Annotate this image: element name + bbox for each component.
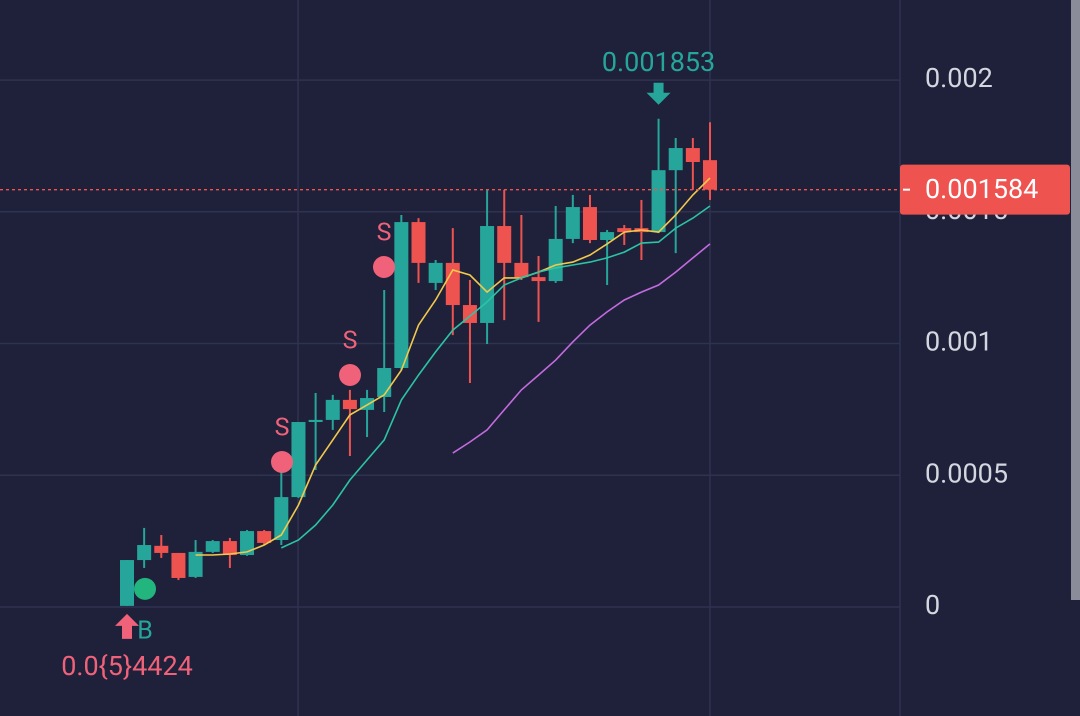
candle-body bbox=[342, 399, 357, 410]
candle-body bbox=[480, 226, 495, 323]
candle-body bbox=[171, 552, 186, 578]
candle-body bbox=[617, 228, 632, 233]
y-tick-label: 0.0005 bbox=[925, 457, 1008, 489]
y-tick-label: 0 bbox=[925, 589, 940, 621]
candle-body bbox=[497, 226, 512, 263]
candle-body bbox=[188, 551, 203, 577]
sell-marker: S bbox=[377, 219, 392, 248]
candle-body bbox=[703, 160, 717, 190]
candle-body bbox=[445, 262, 460, 306]
last-price-box bbox=[900, 164, 1070, 215]
candle-body bbox=[651, 170, 666, 233]
candle-body bbox=[668, 148, 683, 171]
scrollbar[interactable] bbox=[1071, 0, 1080, 600]
candle-body bbox=[308, 419, 323, 423]
low-arrow bbox=[115, 613, 139, 639]
sell-marker: S bbox=[275, 414, 290, 443]
candle-body bbox=[137, 545, 152, 561]
moving-average-line bbox=[452, 243, 711, 454]
candle-body bbox=[240, 531, 255, 556]
candle-body bbox=[154, 545, 169, 553]
candle-body bbox=[120, 560, 134, 606]
candle-body bbox=[548, 238, 563, 282]
candle-body bbox=[205, 541, 220, 552]
overlay: 0.001584 0.001853 0.0{5}4424 B S S S bbox=[0, 46, 1070, 682]
last-price-label: 0.001584 bbox=[925, 173, 1038, 205]
candle-body bbox=[582, 207, 597, 240]
candle-body bbox=[685, 148, 700, 163]
sell-dot bbox=[271, 451, 293, 473]
candle-body bbox=[222, 541, 237, 556]
candle-body bbox=[360, 398, 375, 410]
sell-dot bbox=[339, 364, 361, 386]
moving-average-line bbox=[195, 177, 711, 556]
candle-body bbox=[377, 368, 392, 397]
y-tick-label: 0.002 bbox=[925, 62, 993, 94]
high-arrow bbox=[646, 82, 671, 105]
candle-body bbox=[325, 399, 340, 420]
candle-body bbox=[394, 222, 409, 369]
candle-body bbox=[411, 222, 426, 263]
high-label: 0.001853 bbox=[602, 46, 715, 78]
plot-area bbox=[120, 118, 717, 606]
low-label: 0.0{5}4424 bbox=[61, 650, 193, 682]
moving-average-line bbox=[280, 205, 711, 549]
sell-dot bbox=[373, 256, 395, 278]
candle-body bbox=[257, 531, 272, 543]
candle-body bbox=[291, 422, 306, 498]
candle-body bbox=[514, 262, 529, 278]
candle-body bbox=[531, 277, 546, 282]
buy-marker: B bbox=[137, 616, 153, 645]
candle-body bbox=[428, 262, 443, 283]
candle-body bbox=[565, 207, 580, 239]
buy-dot bbox=[134, 577, 156, 600]
y-tick-label: 0.001 bbox=[925, 326, 993, 358]
candle-body bbox=[600, 232, 615, 240]
sell-marker: S bbox=[343, 327, 358, 356]
